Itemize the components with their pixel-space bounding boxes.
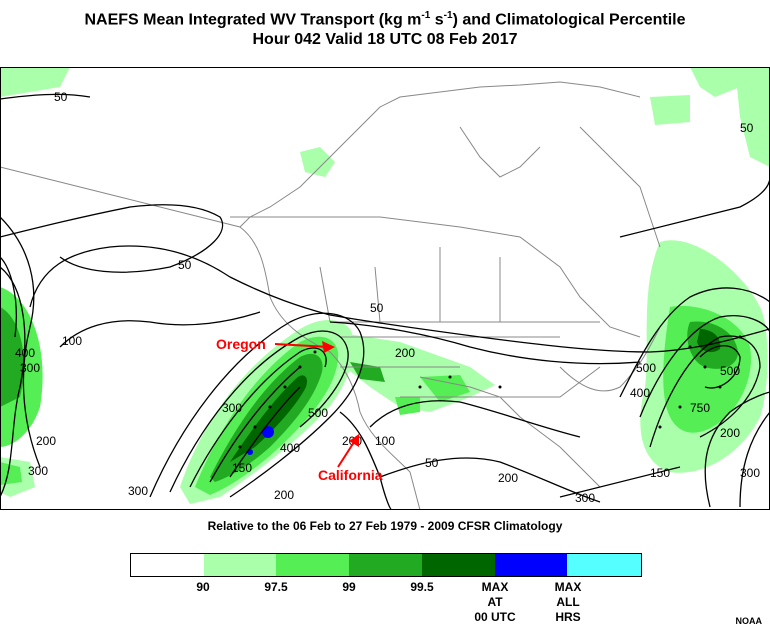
contour-label: 100: [62, 334, 82, 348]
contour-label: 300: [28, 464, 48, 478]
contour-label: 400: [280, 441, 300, 455]
legend-label: MAX AT 00 UTC: [474, 580, 516, 624]
percentile-legend: [130, 553, 642, 577]
credit-label: NOAA: [735, 616, 763, 626]
legend-label: MAX ALL HRS: [554, 580, 582, 624]
legend-swatch-97-5: [276, 554, 350, 576]
contour-labels: 50 50 50 50 100 200 300 400 500 400 300 …: [15, 90, 760, 505]
legend-label: 90: [196, 580, 210, 594]
legend-swatch-90: [203, 554, 277, 576]
transport-vectors: [238, 335, 742, 449]
contour-label: 200: [36, 434, 56, 448]
contour-label: 200: [498, 471, 518, 485]
contour-label: 300: [575, 491, 595, 505]
legend-label: 97.5: [264, 580, 288, 594]
contour-label: 50: [54, 90, 68, 104]
oregon-label: Oregon: [216, 336, 266, 352]
contour-label: 100: [375, 434, 395, 448]
contour-label: 400: [630, 386, 650, 400]
contour-label: 50: [425, 456, 439, 470]
contour-label: 50: [370, 301, 384, 315]
contour-label: 300: [20, 361, 40, 375]
ivt-contours: [0, 93, 770, 510]
contour-label: 300: [222, 401, 242, 415]
state-annotations: Oregon California: [216, 336, 383, 483]
legend-label: 99: [342, 580, 356, 594]
legend-swatch-below-90: [131, 554, 204, 576]
contour-label: 750: [690, 401, 710, 415]
contour-label: 500: [720, 364, 740, 378]
legend-swatch-99: [349, 554, 422, 576]
contour-label: 500: [636, 361, 656, 375]
legend-label: 99.5: [410, 580, 434, 594]
chart-title: NAEFS Mean Integrated WV Transport (kg m…: [84, 10, 686, 29]
percentile-shading: [0, 67, 770, 504]
contour-label: 400: [15, 346, 35, 360]
contour-label: 50: [740, 121, 754, 135]
contour-label: 150: [650, 466, 670, 480]
contour-label: 200: [720, 426, 740, 440]
contour-label: 200: [395, 346, 415, 360]
climatology-caption: Relative to the 06 Feb to 27 Feb 1979 - …: [207, 519, 563, 533]
legend-swatch-max-all: [567, 554, 642, 576]
contour-label: 150: [232, 461, 252, 475]
contour-label: 50: [178, 258, 192, 272]
contour-label: 300: [740, 466, 760, 480]
legend-swatch-max-00utc: [494, 554, 568, 576]
ivt-map: 50 50 50 50 100 200 300 400 500 400 300 …: [0, 67, 770, 510]
coastlines: [0, 81, 661, 510]
legend-swatch-99-5: [421, 554, 495, 576]
california-label: California: [318, 467, 383, 483]
contour-label: 300: [128, 484, 148, 498]
contour-label: 500: [308, 406, 328, 420]
chart-subtitle: Hour 042 Valid 18 UTC 08 Feb 2017: [252, 31, 518, 48]
contour-label: 200: [274, 488, 294, 502]
